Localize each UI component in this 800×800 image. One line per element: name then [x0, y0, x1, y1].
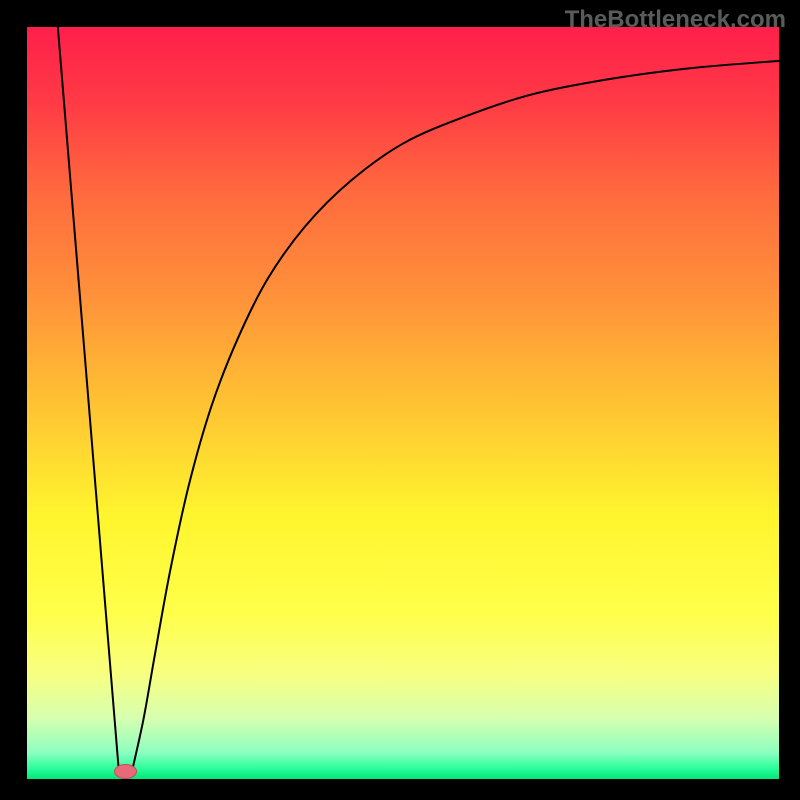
minimum-marker	[115, 764, 137, 778]
marker-layer	[27, 27, 779, 779]
chart-canvas: TheBottleneck.com	[0, 0, 800, 800]
plot-area	[24, 24, 782, 782]
watermark-text: TheBottleneck.com	[565, 6, 786, 34]
